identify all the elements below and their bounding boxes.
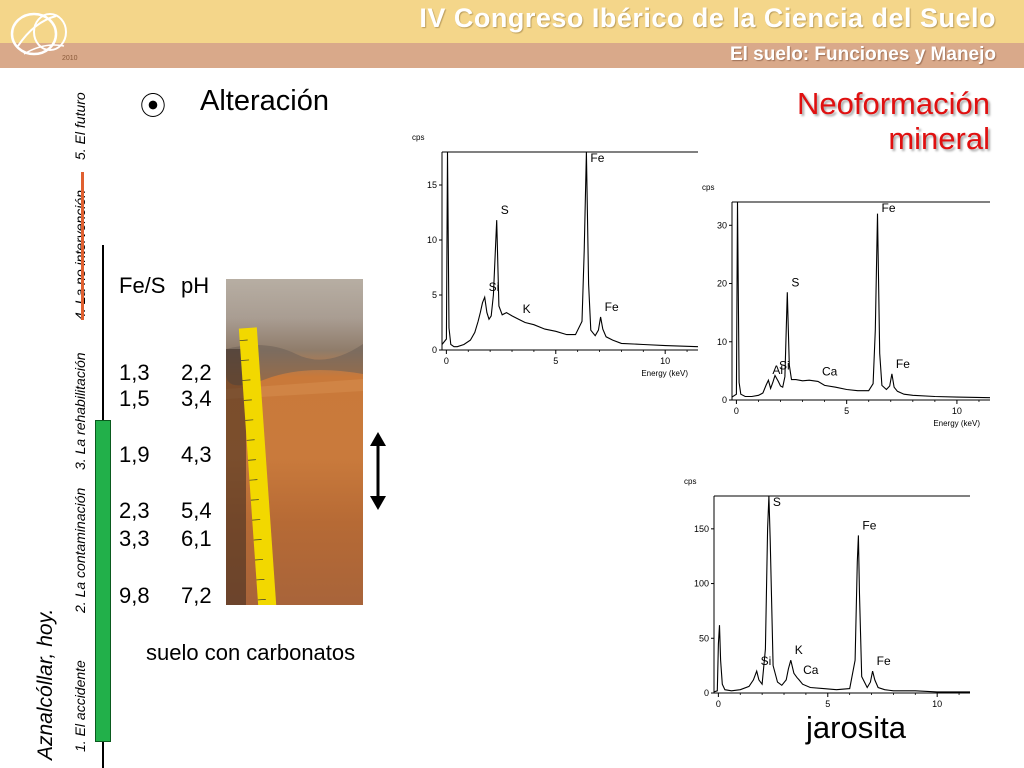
x-axis-label: Energy (keV) [933, 419, 980, 428]
slide-heading: Alteración [200, 85, 329, 117]
peak-label: Si [761, 654, 772, 668]
neoformation-line1: Neoformación [797, 86, 990, 121]
header-bottom-band [0, 43, 1024, 68]
jarosite-label: jarosita [806, 710, 906, 745]
y-axis-label: cps [684, 477, 696, 486]
eds-spectrum-1: 0 5 10 15 0 5 10 cps Energy (keV) Si S K Fe Fe [412, 133, 699, 378]
spectrum-line [441, 151, 699, 348]
x-tick-label: 5 [553, 356, 558, 366]
peak-label: Fe [877, 654, 891, 668]
peak-label: K [795, 643, 803, 657]
column-header-fes: Fe/S [119, 273, 166, 298]
peak-label: Fe [882, 201, 896, 215]
congress-logo: 2010 [10, 12, 78, 62]
peak-label: S [501, 203, 509, 217]
nav-item-no-intervention[interactable]: 4. La no intervención [72, 190, 88, 320]
location-label: Aznalcóllar, hoy. [34, 608, 57, 760]
y-tick-label: 10 [717, 337, 727, 347]
x-tick-label: 0 [734, 406, 739, 416]
peak-label: Si [489, 280, 500, 294]
table-cell-fes: 9,8 [119, 583, 150, 608]
table-cell-fes: 1,5 [119, 386, 150, 411]
y-tick-label: 0 [722, 395, 727, 405]
peak-label: Si [779, 359, 790, 373]
y-tick-label: 50 [699, 633, 709, 643]
peak-label: S [791, 275, 799, 289]
soil-profile-photo [226, 279, 363, 605]
table-cell-ph: 6,1 [181, 526, 212, 551]
y-tick-label: 100 [694, 579, 709, 589]
peak-label: S [773, 495, 781, 509]
nav-item-contamination[interactable]: 2. La contaminación [72, 487, 88, 613]
peak-label: Fe [862, 518, 876, 532]
x-tick-label: 10 [660, 356, 670, 366]
column-header-ph: pH [181, 273, 210, 298]
timeline-highlight-bar [95, 420, 111, 742]
x-axis-label: Energy (keV) [641, 369, 688, 378]
table-cell-ph: 5,4 [181, 498, 212, 523]
double-arrow-icon [370, 432, 386, 510]
peak-label: Ca [822, 364, 838, 378]
table-cell-ph: 4,3 [181, 442, 212, 467]
neoformation-title: Neoformación mineral [797, 86, 990, 156]
y-axis-label: cps [412, 133, 424, 142]
table-cell-fes: 1,9 [119, 442, 150, 467]
eds-spectrum-jarosite: 0 50 100 150 0 5 10 cps Si S KCa Fe Fe [684, 477, 970, 709]
y-tick-label: 0 [432, 345, 437, 355]
y-tick-label: 5 [432, 290, 437, 300]
table-cell-fes: 3,3 [119, 526, 150, 551]
slide-header: 2010 IV Congreso Ibérico de la Ciencia d… [0, 0, 1024, 68]
spectrum-line [731, 201, 991, 399]
header-top-band [0, 0, 1024, 43]
x-tick-label: 10 [952, 406, 962, 416]
x-tick-label: 5 [825, 699, 830, 709]
x-tick-label: 0 [444, 356, 449, 366]
table-cell-ph: 2,2 [181, 360, 212, 385]
y-tick-label: 10 [427, 235, 437, 245]
header-title: IV Congreso Ibérico de la Ciencia del Su… [419, 3, 996, 33]
active-nav-indicator [81, 172, 84, 320]
bullet-icon: ⦿ [140, 91, 167, 121]
photo-caption: suelo con carbonatos [146, 640, 356, 665]
table-cell-fes: 2,3 [119, 498, 150, 523]
x-tick-label: 5 [844, 406, 849, 416]
x-tick-label: 10 [932, 699, 942, 709]
table-cell-ph: 7,2 [181, 583, 212, 608]
peak-label: K [523, 302, 531, 316]
neoformation-line2: mineral [888, 121, 990, 156]
y-tick-label: 20 [717, 279, 727, 289]
nav-item-future[interactable]: 5. El futuro [72, 92, 88, 160]
y-tick-label: 150 [694, 524, 709, 534]
x-tick-label: 0 [716, 699, 721, 709]
peak-label: Fe [896, 357, 910, 371]
nav-item-accident[interactable]: 1. El accidente [72, 660, 88, 752]
peak-label: Ca [803, 663, 819, 677]
y-tick-label: 30 [717, 220, 727, 230]
peak-label: Fe [590, 151, 604, 165]
spectrum-line [713, 495, 970, 693]
header-subtitle: El suelo: Funciones y Manejo [729, 44, 996, 65]
logo-year: 2010 [62, 55, 78, 62]
table-cell-fes: 1,3 [119, 360, 150, 385]
peak-label: Fe [605, 300, 619, 314]
table-cell-ph: 3,4 [181, 386, 212, 411]
peak-label: Al [772, 363, 783, 377]
y-tick-label: 15 [427, 180, 437, 190]
y-tick-label: 0 [704, 688, 709, 698]
y-axis-label: cps [702, 183, 714, 192]
nav-item-rehabilitation[interactable]: 3. La rehabilitación [72, 352, 88, 470]
